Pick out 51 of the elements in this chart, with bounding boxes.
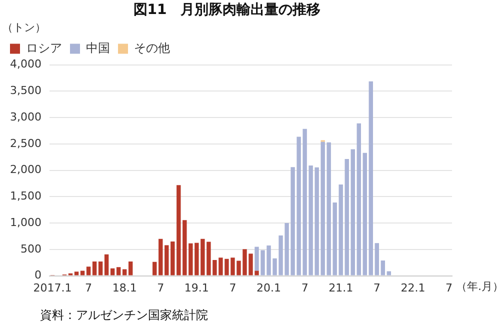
legend-label: ロシア [26,40,62,55]
bar [74,272,79,276]
bar [86,266,91,276]
bar [344,158,349,276]
y-tick-label: 3,000 [10,110,42,124]
legend-label: その他 [134,40,170,55]
x-tick-label: 2017.1 [33,281,72,294]
x-tick-label: 7 [85,281,92,294]
bar [80,270,85,276]
x-tick-label: 19.1 [184,281,209,294]
bar [104,254,109,276]
x-tick-label: 7 [229,281,236,294]
x-axis-title: （年.月） [456,280,500,294]
bar [92,262,97,276]
x-tick-label: 20.1 [256,281,282,294]
bar [116,267,121,276]
bar [374,243,380,276]
y-axis-title: （トン） [2,21,46,34]
bar [128,262,133,276]
x-tick-label: 7 [157,281,164,294]
x-tick-label: 22.1 [400,281,426,294]
y-tick-label: 0 [34,268,42,282]
bar [170,242,175,276]
bar [98,262,103,276]
x-tick-label: 18.1 [112,281,137,294]
bar [152,262,157,276]
y-tick-label: 1,500 [10,190,42,203]
text: 資料：アルゼンチン国家統計院 [40,308,208,322]
x-tick-label: 21.1 [328,281,354,294]
y-tick-label: 2,000 [10,163,42,176]
legend-label: 中国 [86,40,110,55]
y-tick-label: 3,500 [10,84,42,98]
y-tick-label: 4,000 [10,58,42,71]
x-tick-label: 7 [373,281,380,294]
bar [164,245,169,276]
y-tick-label: 500 [20,242,42,256]
bar [362,152,367,276]
y-tick-label: 2,500 [10,136,42,150]
bar [350,149,355,276]
bar [110,268,115,276]
x-tick-label: 7 [445,281,452,294]
bar [386,271,392,276]
y-tick-label: 1,000 [10,216,42,229]
bar [158,238,163,276]
bar [122,269,127,276]
bar [380,260,386,276]
chart-title: 図11 月別豚肉輸出量の推移 [133,2,321,18]
bar [368,81,373,276]
bar [356,123,361,276]
bar [338,184,343,276]
x-tick-label: 7 [301,281,308,294]
